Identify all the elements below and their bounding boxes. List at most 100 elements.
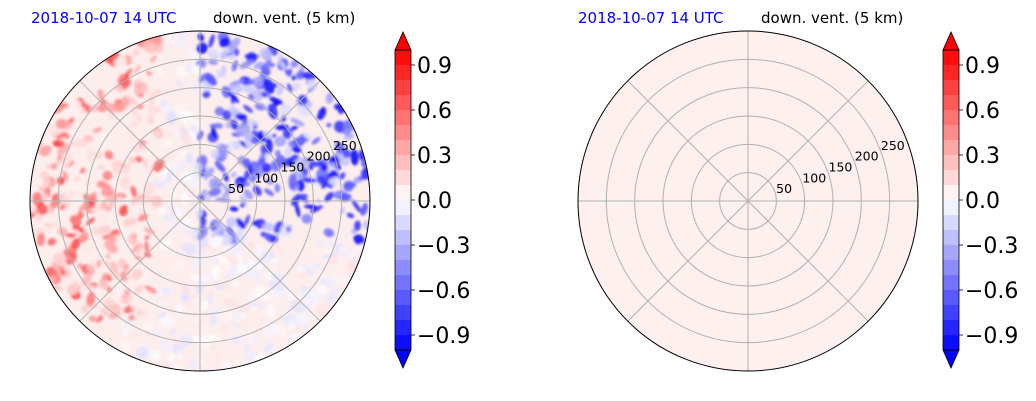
field-cell: [263, 324, 278, 336]
field-cell: [261, 222, 275, 232]
field-cell: [113, 100, 125, 113]
field-cell: [158, 312, 167, 318]
colorbar-level: [395, 140, 411, 156]
field-cell: [353, 234, 365, 246]
field-cell: [36, 233, 45, 247]
field-cell: [128, 314, 135, 321]
colorbar-level: [395, 170, 411, 186]
field-cell: [261, 309, 267, 316]
field-cell: [180, 146, 187, 153]
field-cell: [236, 228, 243, 237]
field-cell: [330, 287, 340, 294]
field-cell: [346, 212, 355, 218]
field-cell: [204, 72, 217, 86]
field-cell: [242, 86, 254, 94]
colorbar-tick-label: 0.3: [417, 144, 452, 169]
field-cell: [125, 68, 133, 79]
field-cell: [291, 146, 302, 153]
field-cell: [351, 199, 362, 213]
field-cell: [50, 221, 62, 228]
field-cell: [232, 280, 240, 288]
field-cell: [165, 221, 177, 232]
field-cell: [95, 315, 104, 323]
colorbar-level: [395, 110, 411, 126]
field-left: [30, 31, 370, 371]
field-cell: [271, 258, 278, 264]
field-cell: [98, 279, 110, 290]
field-cell: [248, 93, 255, 101]
field-cell: [45, 163, 52, 170]
field-cell: [188, 130, 197, 141]
field-cell: [233, 48, 240, 57]
title-date-right: 2018-10-07 14 UTC: [578, 9, 724, 27]
field-cell: [229, 242, 242, 256]
field-cell: [80, 168, 85, 174]
field-cell: [321, 165, 326, 172]
field-cell: [257, 157, 266, 167]
field-cell: [130, 185, 137, 198]
field-cell: [66, 233, 76, 238]
field-cell: [294, 157, 307, 169]
colorbar-level: [943, 215, 959, 231]
field-cell: [152, 88, 163, 97]
field-cell: [120, 77, 131, 89]
field-cell: [86, 264, 95, 273]
field-cell: [134, 64, 141, 74]
field-cell: [116, 196, 124, 204]
field-cell: [236, 218, 246, 230]
panel-right: 2018-10-07 14 UTC down. vent. (5 km) 50 1…: [577, 9, 1018, 372]
field-cell: [156, 172, 167, 183]
field-cell: [316, 239, 324, 247]
field-cell: [260, 298, 270, 307]
field-cell: [45, 156, 59, 164]
field-cell: [271, 288, 283, 298]
colorbar-tick-label: −0.6: [417, 279, 470, 304]
field-cell: [64, 180, 79, 190]
field-cell: [239, 195, 247, 205]
field-cell: [316, 176, 326, 185]
field-cell: [124, 289, 131, 296]
field-cell: [308, 289, 321, 301]
field-cell: [235, 358, 243, 363]
field-cell: [223, 173, 229, 182]
grid-spoke: [79, 200, 201, 322]
field-cell: [243, 181, 251, 187]
field-cell: [252, 336, 259, 344]
field-cell: [324, 192, 334, 202]
field-cell: [94, 151, 103, 159]
field-cell: [235, 113, 248, 121]
field-cell: [301, 213, 313, 224]
colorbar-tick-label: 0.3: [965, 144, 1000, 169]
field-cell: [356, 243, 364, 251]
field-cell: [267, 304, 276, 318]
field-cell: [129, 70, 136, 77]
field-cell: [263, 233, 278, 244]
field-cell: [219, 322, 230, 334]
colorbar-level: [395, 200, 411, 216]
field-cell: [173, 147, 182, 159]
field-cell: [143, 157, 148, 169]
field-cell: [162, 213, 175, 222]
colorbar-tick-label: 0.6: [417, 99, 452, 124]
field-cell: [233, 310, 243, 319]
field-blobs-left: [30, 31, 370, 371]
field-cell: [144, 285, 157, 294]
colorbar-level: [395, 155, 411, 171]
field-cell: [289, 125, 298, 132]
radial-tick-label: 100: [802, 170, 826, 185]
field-cell: [100, 308, 109, 316]
field-cell: [220, 232, 233, 246]
field-cell: [158, 207, 166, 215]
colorbar-level: [395, 185, 411, 201]
field-cell: [135, 345, 149, 360]
field-cell: [203, 167, 215, 180]
field-cell: [87, 258, 98, 267]
field-cell: [222, 297, 238, 308]
field-cell: [309, 160, 319, 167]
field-cell: [173, 260, 188, 269]
field-cell: [103, 297, 115, 307]
field-cell: [160, 301, 167, 310]
field-cell: [58, 286, 64, 291]
field-cell: [160, 340, 171, 352]
field-cell: [213, 257, 219, 267]
